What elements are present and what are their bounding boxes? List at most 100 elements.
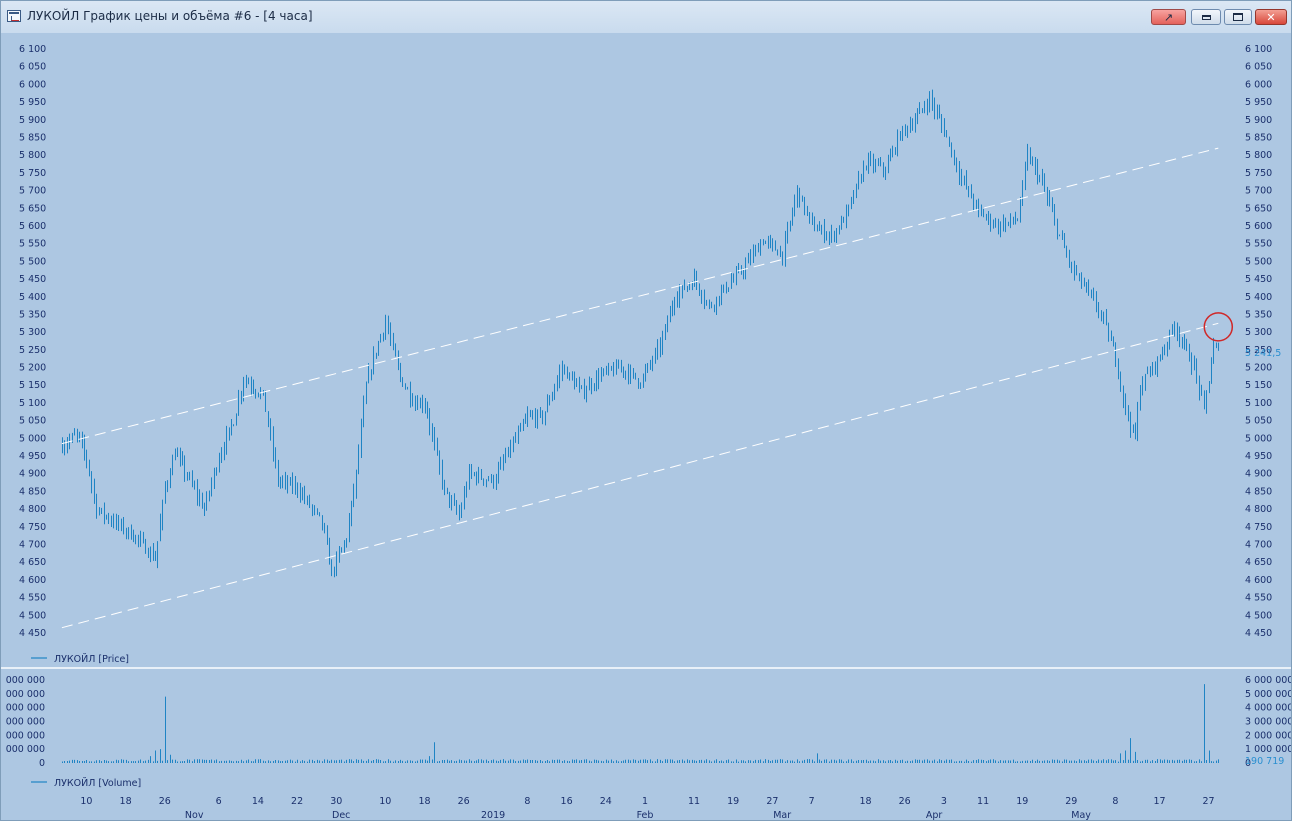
x-day-tick: 10	[80, 796, 92, 807]
price-y-tick-left: 4 500	[19, 610, 46, 621]
price-y-tick-right: 5 100	[1245, 398, 1272, 409]
price-y-tick-right: 4 850	[1245, 486, 1272, 497]
price-y-tick-right: 5 000	[1245, 433, 1272, 444]
volume-y-tick-left: 000 000	[6, 703, 45, 714]
volume-y-tick-right: 1 000 000	[1245, 744, 1291, 755]
volume-legend[interactable]: ЛУКОЙЛ [Volume]	[31, 777, 141, 789]
price-legend[interactable]: ЛУКОЙЛ [Price]	[31, 653, 129, 665]
maximize-icon	[1233, 13, 1243, 21]
volume-legend-label: ЛУКОЙЛ [Volume]	[54, 777, 141, 789]
close-button[interactable]: ✕	[1255, 9, 1287, 25]
x-day-tick: 18	[120, 796, 132, 807]
trend-channel[interactable]	[61, 147, 1219, 629]
x-day-tick: 1	[642, 796, 648, 807]
price-y-tick-left: 5 400	[19, 292, 46, 303]
price-y-tick-left: 5 600	[19, 221, 46, 232]
volume-y-tick-left: 000 000	[6, 730, 45, 741]
x-day-tick: 14	[252, 796, 264, 807]
price-y-tick-right: 4 550	[1245, 593, 1272, 604]
price-y-tick-right: 5 500	[1245, 256, 1272, 267]
price-y-tick-right: 4 950	[1245, 451, 1272, 462]
minimize-button[interactable]	[1191, 9, 1221, 25]
volume-y-tick-left: 0	[39, 758, 45, 769]
price-y-tick-left: 4 900	[19, 469, 46, 480]
chart-window-icon[interactable]	[7, 10, 21, 22]
price-y-tick-right: 6 100	[1245, 44, 1272, 55]
price-y-tick-left: 6 050	[19, 62, 46, 73]
x-month-tick: Feb	[637, 810, 654, 820]
price-y-tick-left: 5 100	[19, 398, 46, 409]
marker-circle	[1203, 312, 1234, 342]
price-y-tick-left: 4 800	[19, 504, 46, 515]
x-day-tick: 3	[941, 796, 947, 807]
x-day-tick: 8	[524, 796, 530, 807]
price-y-tick-right: 6 000	[1245, 79, 1272, 90]
x-day-tick: 7	[809, 796, 815, 807]
price-legend-label: ЛУКОЙЛ [Price]	[54, 653, 129, 665]
price-y-tick-right: 5 800	[1245, 150, 1272, 161]
price-y-tick-right: 4 650	[1245, 557, 1272, 568]
price-y-tick-right: 4 600	[1245, 575, 1272, 586]
x-day-tick: 19	[727, 796, 739, 807]
price-y-tick-right: 4 800	[1245, 504, 1272, 515]
axes-layer: 4 450 4 450 4 500 4 500 4 550 4 550 4 600 4 600…	[6, 44, 1291, 820]
x-month-tick: 2019	[481, 810, 505, 820]
window-title: ЛУКОЙЛ График цены и объёма #6 - [4 часа…	[27, 9, 313, 23]
x-day-tick: 27	[766, 796, 778, 807]
x-month-tick: Mar	[773, 810, 791, 820]
price-y-tick-right: 5 050	[1245, 416, 1272, 427]
volume-y-tick-right: 6 000 000	[1245, 675, 1291, 686]
price-y-tick-left: 5 300	[19, 327, 46, 338]
volume-y-tick-right: 5 000 000	[1245, 689, 1291, 700]
price-y-tick-right: 5 200	[1245, 363, 1272, 374]
price-y-tick-left: 4 700	[19, 540, 46, 551]
volume-y-tick-left: 000 000	[6, 675, 45, 686]
price-y-tick-left: 4 450	[19, 628, 46, 639]
price-y-tick-right: 5 600	[1245, 221, 1272, 232]
close-icon: ✕	[1266, 10, 1276, 24]
price-y-tick-left: 4 600	[19, 575, 46, 586]
x-day-tick: 22	[291, 796, 303, 807]
price-y-tick-left: 4 650	[19, 557, 46, 568]
price-bars	[62, 89, 1219, 578]
price-y-tick-right: 5 950	[1245, 97, 1272, 108]
price-y-tick-left: 5 000	[19, 433, 46, 444]
price-y-tick-left: 6 000	[19, 79, 46, 90]
price-y-tick-left: 4 750	[19, 522, 46, 533]
x-day-tick: 26	[458, 796, 470, 807]
x-day-tick: 18	[418, 796, 430, 807]
price-y-tick-left: 5 900	[19, 115, 46, 126]
price-y-tick-left: 6 100	[19, 44, 46, 55]
x-month-tick: Apr	[926, 810, 943, 820]
price-y-tick-left: 5 450	[19, 274, 46, 285]
price-y-tick-left: 4 550	[19, 593, 46, 604]
volume-y-tick-right: 3 000 000	[1245, 717, 1291, 728]
x-day-tick: 6	[216, 796, 222, 807]
price-y-tick-right: 4 700	[1245, 540, 1272, 551]
link-button[interactable]: ↗	[1151, 9, 1186, 25]
price-y-tick-right: 4 900	[1245, 469, 1272, 480]
x-day-tick: 11	[688, 796, 700, 807]
volume-bars	[62, 684, 1219, 763]
title-bar[interactable]: ЛУКОЙЛ График цены и объёма #6 - [4 часа…	[1, 1, 1291, 33]
price-y-tick-right: 5 550	[1245, 239, 1272, 250]
volume-last-value: 190 719	[1245, 756, 1284, 767]
current-price-marker[interactable]	[1203, 312, 1234, 342]
x-day-tick: 26	[899, 796, 911, 807]
maximize-button[interactable]	[1224, 9, 1252, 25]
x-day-tick: 30	[330, 796, 342, 807]
minimize-icon	[1201, 14, 1211, 20]
volume-y-tick-left: 000 000	[6, 689, 45, 700]
price-y-tick-left: 5 200	[19, 363, 46, 374]
price-y-tick-left: 5 950	[19, 97, 46, 108]
price-y-tick-right: 5 300	[1245, 327, 1272, 338]
price-y-tick-left: 5 700	[19, 186, 46, 197]
x-day-tick: 19	[1016, 796, 1028, 807]
price-y-tick-left: 5 750	[19, 168, 46, 179]
price-y-tick-right: 5 700	[1245, 186, 1272, 197]
x-month-tick: Nov	[185, 810, 204, 820]
price-y-tick-right: 6 050	[1245, 62, 1272, 73]
price-y-tick-right: 5 350	[1245, 309, 1272, 320]
x-day-tick: 29	[1065, 796, 1077, 807]
